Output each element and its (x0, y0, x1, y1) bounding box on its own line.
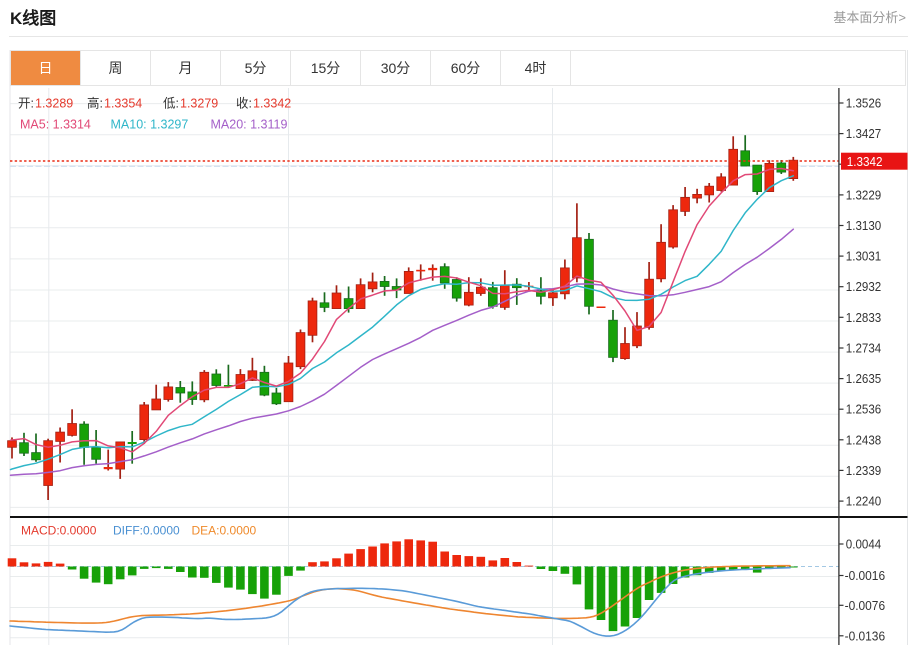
svg-text:MA20: 1.3119: MA20: 1.3119 (211, 118, 288, 132)
svg-text:高:: 高: (87, 96, 103, 111)
svg-text:-0.0016: -0.0016 (845, 568, 886, 583)
svg-text:低:: 低: (163, 97, 179, 111)
svg-text:1.2438: 1.2438 (846, 432, 881, 447)
svg-text:开:: 开: (18, 97, 34, 111)
svg-text:1.3130: 1.3130 (846, 218, 881, 233)
svg-text:MA10: 1.3297: MA10: 1.3297 (111, 118, 189, 132)
svg-text:DIFF:0.0000: DIFF:0.0000 (113, 524, 180, 538)
svg-text:1.3342: 1.3342 (847, 154, 883, 169)
svg-text:MA5: 1.3314: MA5: 1.3314 (20, 118, 91, 132)
svg-text:1.2536: 1.2536 (846, 402, 881, 417)
svg-text:1.3427: 1.3427 (846, 126, 881, 141)
svg-text:1.2833: 1.2833 (846, 310, 881, 325)
svg-text:1.2339: 1.2339 (846, 463, 881, 478)
svg-text:-0.0136: -0.0136 (845, 628, 886, 643)
svg-text:1.3526: 1.3526 (846, 96, 881, 111)
svg-text:1.3031: 1.3031 (846, 249, 881, 264)
svg-text:1.2734: 1.2734 (846, 341, 881, 356)
svg-text:DEA:0.0000: DEA:0.0000 (192, 524, 257, 538)
svg-text:1.3342: 1.3342 (253, 97, 291, 111)
svg-text:1.2240: 1.2240 (846, 494, 881, 509)
svg-text:1.3289: 1.3289 (35, 97, 73, 111)
svg-text:1.3354: 1.3354 (104, 97, 142, 111)
svg-text:1.3229: 1.3229 (846, 187, 881, 202)
svg-text:1.2635: 1.2635 (846, 371, 881, 386)
svg-text:MACD:0.0000: MACD:0.0000 (21, 524, 97, 538)
svg-text:0.0044: 0.0044 (846, 537, 881, 552)
svg-text:1.2932: 1.2932 (846, 279, 881, 294)
svg-text:1.3279: 1.3279 (180, 97, 218, 111)
svg-text:-0.0076: -0.0076 (845, 598, 886, 613)
svg-text:收:: 收: (236, 97, 252, 111)
